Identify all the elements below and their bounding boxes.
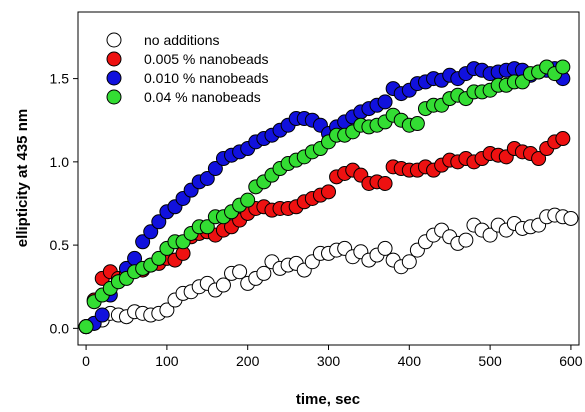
data-point: [240, 192, 256, 208]
data-point: [321, 184, 336, 200]
y-tick-label: 1.0: [50, 154, 70, 170]
data-point: [377, 240, 393, 256]
legend-marker: [106, 89, 122, 105]
legend-marker: [106, 70, 122, 86]
data-point: [563, 210, 579, 226]
y-tick-label: 0.5: [50, 237, 70, 253]
data-point: [94, 307, 110, 323]
x-tick-label: 0: [82, 353, 90, 369]
x-tick-label: 100: [155, 353, 179, 369]
data-point: [78, 319, 94, 335]
data-point: [232, 264, 248, 280]
data-point: [256, 265, 272, 281]
legend-marker: [106, 32, 122, 48]
data-point: [401, 254, 417, 270]
data-point: [151, 214, 167, 230]
data-point: [555, 131, 571, 147]
x-tick-label: 400: [398, 353, 422, 369]
y-axis-title: ellipticity at 435 nm: [14, 109, 31, 247]
data-point: [199, 219, 215, 235]
data-point: [199, 171, 215, 186]
y-axis: 0.0 0.5 1.0 1.5: [50, 71, 78, 336]
data-point: [409, 116, 425, 132]
legend-label: no additions: [144, 32, 220, 48]
y-tick-label: 1.5: [50, 71, 70, 87]
data-point: [482, 227, 498, 243]
data-point: [377, 175, 393, 191]
data-point: [143, 224, 159, 240]
data-point: [531, 151, 547, 167]
y-tick-label: 0.0: [50, 320, 70, 336]
data-point: [207, 161, 223, 177]
x-axis-title: time, sec: [296, 391, 360, 408]
data-point: [458, 232, 474, 248]
x-tick-label: 500: [478, 353, 502, 369]
data-point: [377, 94, 393, 110]
x-tick-label: 600: [559, 353, 583, 369]
data-point: [135, 234, 151, 250]
legend-label: 0.010 % nanobeads: [144, 70, 269, 86]
data-series: [78, 59, 579, 335]
series-3: [78, 59, 571, 335]
data-point: [215, 277, 231, 293]
data-point: [555, 59, 571, 75]
legend-marker: [106, 51, 122, 67]
legend: no additions 0.005 % nanobeads 0.010 % nan…: [106, 32, 269, 105]
x-tick-label: 200: [236, 353, 260, 369]
x-axis: 0 100 200 300 400 500 600: [82, 345, 583, 369]
legend-label: 0.005 % nanobeads: [144, 51, 269, 67]
x-tick-label: 300: [317, 353, 341, 369]
legend-label: 0.04 % nanobeads: [144, 89, 261, 105]
data-point: [151, 250, 167, 266]
data-point: [159, 302, 175, 318]
